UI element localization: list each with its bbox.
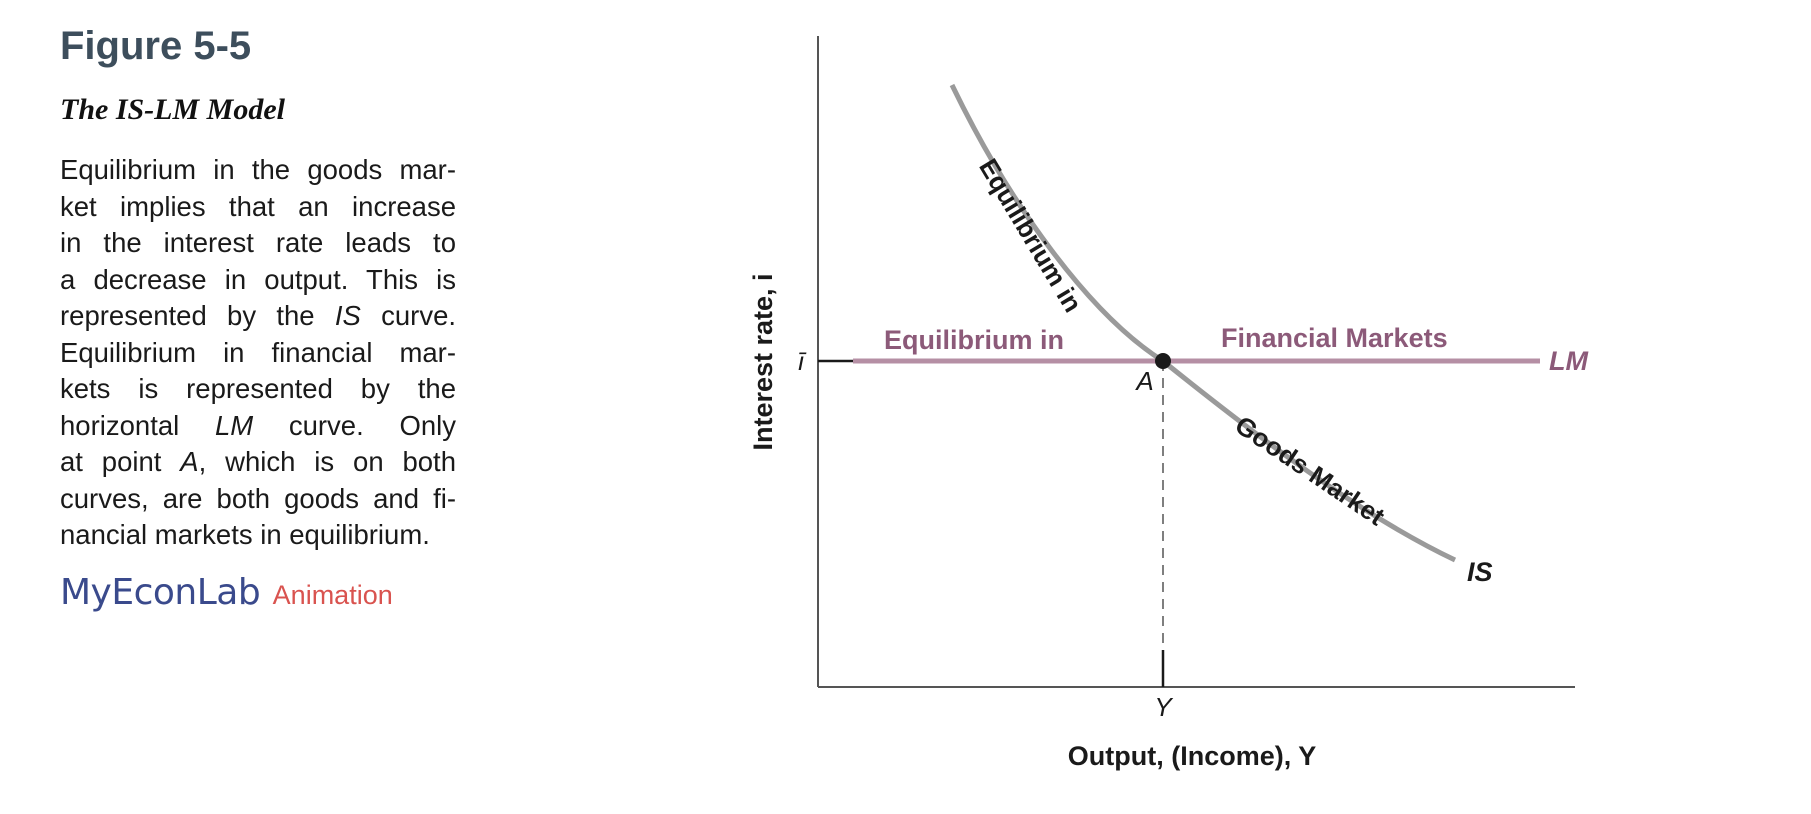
lm-curve-label: LM [1549, 346, 1588, 376]
figure-sidebar: Figure 5-5 The IS-LM Model Equilibrium i… [60, 22, 456, 613]
figure-title: The IS-LM Model [60, 93, 285, 126]
caption-line: at point A, which is on both [60, 446, 456, 477]
y-tick-label: ī [798, 346, 807, 376]
caption-line: in the interest rate leads to [60, 227, 456, 258]
caption-line: represented by the IS curve. [60, 300, 456, 331]
animation-link[interactable]: Animation [272, 579, 393, 610]
caption-line: nancial markets in equilibrium. [60, 519, 430, 550]
x-axis-label: Output, (Income), Y [1068, 741, 1317, 771]
brand-row: MyEconLab Animation [60, 572, 456, 613]
figure-number: Figure 5-5 [60, 24, 252, 68]
x-tick-label: Y [1154, 692, 1173, 722]
equilibrium-point [1155, 353, 1171, 369]
figure-caption: Equilibrium in the goods mar-ket implies… [60, 152, 456, 554]
lm-annotation-right: Financial Markets [1221, 323, 1448, 353]
caption-line: Equilibrium in the goods mar- [60, 154, 456, 185]
caption-line: curves, are both goods and fi- [60, 482, 456, 514]
caption-line: a decrease in output. This is [60, 263, 456, 295]
lm-annotation-left: Equilibrium in [884, 325, 1064, 355]
y-axis-label: Interest rate, i [748, 273, 778, 450]
is-curve-label: IS [1467, 557, 1493, 587]
is-annotation-top: Equilibrium in [973, 153, 1088, 317]
caption-line: ket implies that an increase [60, 190, 456, 222]
caption-line: Equilibrium in financial mar- [60, 336, 456, 368]
myeconlab-logo: MyEconLab [60, 571, 261, 613]
point-a-label: A [1134, 366, 1153, 396]
is-annotation-bottom: Goods Market [1230, 410, 1391, 532]
caption-line: kets is represented by the [60, 373, 456, 404]
caption-line: horizontal LM curve. Only [60, 409, 456, 441]
